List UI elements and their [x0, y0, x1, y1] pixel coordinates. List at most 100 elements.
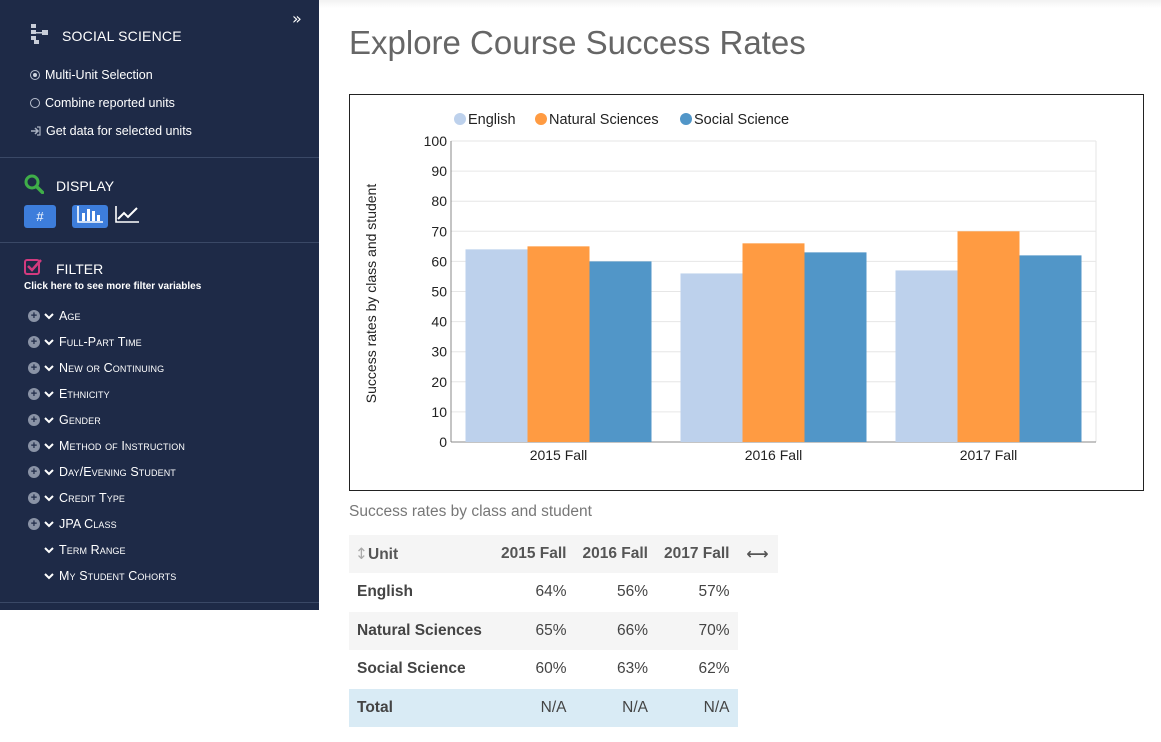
filter-item[interactable]: + Credit Type — [28, 489, 125, 507]
option-label: Multi-Unit Selection — [45, 68, 153, 82]
filter-section-header: FILTER — [24, 258, 103, 279]
unit-title: SOCIAL SCIENCE — [62, 28, 182, 44]
sidebar: » SOCIAL SCIENCE Multi-Unit Selection Co… — [0, 0, 319, 610]
filter-label: Credit Type — [59, 491, 126, 505]
plus-circle-icon[interactable]: + — [28, 310, 40, 322]
column-header-2017[interactable]: 2017 Fall — [656, 535, 738, 573]
y-tick-label: 20 — [431, 374, 447, 390]
filter-item[interactable]: + Method of Instruction — [28, 437, 185, 455]
bar-social-science — [589, 261, 652, 442]
y-tick-label: 90 — [431, 163, 447, 179]
filter-item[interactable]: + Gender — [28, 411, 101, 429]
filter-item[interactable]: + Age — [28, 307, 81, 325]
bar-natural-sciences — [527, 246, 590, 442]
filter-label: Day/Evening Student — [59, 465, 176, 479]
y-tick-label: 60 — [431, 253, 447, 269]
filter-item[interactable]: + Ethnicity — [28, 385, 110, 403]
y-tick-label: 30 — [431, 344, 447, 360]
table-total-row: Total N/A N/A N/A — [349, 688, 778, 727]
y-tick-label: 0 — [439, 434, 447, 450]
row-label: English — [357, 583, 413, 601]
plus-circle-icon[interactable]: + — [28, 362, 40, 374]
radio-empty-icon — [30, 98, 40, 108]
filter-label: My Student Cohorts — [59, 569, 177, 583]
get-data-link[interactable]: Get data for selected units — [30, 124, 192, 138]
x-tick-label: 2015 Fall — [530, 447, 588, 463]
cell-value: 62% — [698, 660, 730, 678]
expand-columns-icon[interactable]: ⟷ — [737, 535, 778, 573]
y-tick-label: 80 — [431, 193, 447, 209]
column-header-2016[interactable]: 2016 Fall — [574, 535, 656, 573]
cell-value: 70% — [656, 611, 738, 650]
data-table: ↕Unit 2015 Fall 2016 Fall 2017 Fall ⟷ En… — [349, 535, 778, 727]
column-header-2015[interactable]: 2015 Fall — [493, 535, 575, 573]
filter-label: JPA Class — [59, 517, 117, 531]
x-tick-label: 2017 Fall — [960, 447, 1018, 463]
chevron-down-icon — [44, 519, 54, 529]
cell-value: N/A — [574, 688, 656, 727]
bar-natural-sciences — [742, 243, 805, 442]
filter-item[interactable]: + JPA Class — [28, 515, 117, 533]
filter-item[interactable]: Term Range — [28, 541, 126, 559]
more-filters-link[interactable]: Click here to see more filter variables — [24, 281, 202, 292]
search-icon — [24, 174, 45, 197]
bar-chart-button[interactable] — [72, 205, 108, 228]
bar-english — [680, 273, 743, 442]
line-chart-icon — [114, 205, 140, 229]
line-chart-button[interactable] — [114, 205, 140, 228]
filter-label: Ethnicity — [59, 387, 110, 401]
legend-label: Natural Sciences — [549, 112, 659, 128]
plus-circle-icon[interactable]: + — [28, 388, 40, 400]
bar-social-science — [1019, 255, 1082, 442]
filter-item[interactable]: + Day/Evening Student — [28, 463, 176, 481]
bar-chart: 0 10 20 30 40 50 60 70 80 90 100 2015 Fall 2016 Fall… — [349, 94, 1144, 491]
column-header-unit[interactable]: ↕Unit — [349, 535, 493, 573]
cell-value: 65% — [493, 611, 575, 650]
filter-label: Gender — [59, 413, 101, 427]
filter-label: Full-Part Time — [59, 335, 142, 349]
chevron-down-icon — [44, 415, 54, 425]
filter-item[interactable]: My Student Cohorts — [28, 567, 176, 585]
cell-value: 60% — [535, 660, 567, 678]
cell-value: 63% — [616, 660, 648, 678]
cell-value: 56% — [616, 583, 648, 601]
chevron-down-icon — [44, 545, 54, 555]
cell-value: N/A — [493, 688, 575, 727]
filter-label: Method of Instruction — [59, 439, 185, 453]
filter-item[interactable]: + Full-Part Time — [28, 333, 142, 351]
sign-in-icon — [30, 126, 41, 136]
unit-selector[interactable]: SOCIAL SCIENCE — [30, 23, 182, 50]
row-label: Natural Sciences — [349, 611, 493, 650]
y-axis-label: Success rates by class and student — [363, 184, 379, 404]
plus-circle-icon[interactable]: + — [28, 440, 40, 452]
chevron-down-icon — [44, 467, 54, 477]
combine-units-option[interactable]: Combine reported units — [30, 96, 175, 110]
page-title: Explore Course Success Rates — [349, 24, 806, 61]
hash-label: # — [36, 209, 44, 224]
plus-circle-icon[interactable]: + — [28, 518, 40, 530]
table-view-button[interactable]: # — [24, 205, 56, 228]
display-label: DISPLAY — [56, 177, 115, 194]
table-header-row: ↕Unit 2015 Fall 2016 Fall 2017 Fall ⟷ — [349, 535, 778, 573]
header-label: Unit — [368, 545, 399, 563]
multi-unit-selection-option[interactable]: Multi-Unit Selection — [30, 68, 153, 82]
chevron-down-icon — [44, 311, 54, 321]
plus-circle-icon[interactable]: + — [28, 466, 40, 478]
hierarchy-icon — [30, 23, 50, 50]
bar-english — [895, 270, 958, 442]
filter-label: New or Continuing — [59, 361, 165, 375]
x-tick-label: 2016 Fall — [745, 447, 803, 463]
sort-icon: ↕ — [355, 544, 368, 563]
collapse-sidebar-icon[interactable]: » — [292, 9, 302, 28]
cell-value: N/A — [656, 688, 738, 727]
plus-circle-icon[interactable]: + — [28, 336, 40, 348]
row-label: Social Science — [357, 660, 466, 678]
chevron-down-icon — [44, 571, 54, 581]
y-tick-label: 70 — [431, 223, 447, 239]
filter-item[interactable]: + New or Continuing — [28, 359, 164, 377]
plus-circle-icon[interactable]: + — [28, 414, 40, 426]
y-tick-label: 100 — [424, 133, 448, 149]
cell-value: 64% — [535, 583, 567, 601]
plus-circle-icon[interactable]: + — [28, 492, 40, 504]
chevron-down-icon — [44, 493, 54, 503]
